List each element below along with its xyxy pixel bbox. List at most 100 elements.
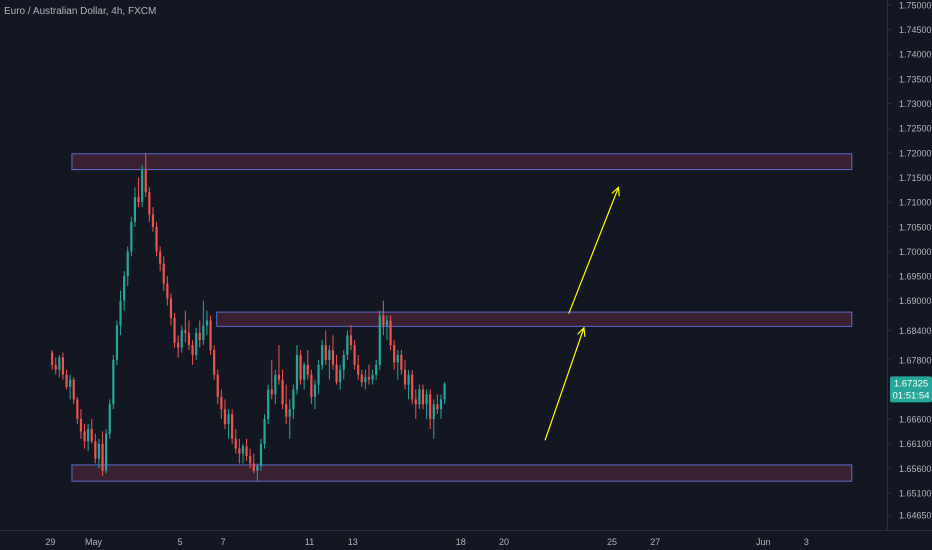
candle-body	[65, 374, 68, 388]
candle-body	[263, 419, 266, 444]
candle-body	[94, 441, 97, 459]
zone-resistance[interactable]	[71, 153, 853, 171]
candle-body	[436, 404, 439, 410]
price-tick-label: 1.71000	[899, 198, 932, 208]
candle-body	[223, 409, 227, 424]
time-tick-label: 11	[305, 537, 314, 547]
candle-body	[292, 389, 295, 410]
price-tick-label: 1.64650	[899, 511, 932, 521]
candle-body	[313, 384, 317, 397]
zone-mid[interactable]	[216, 311, 853, 327]
last-price-label: 1.67325	[894, 378, 928, 389]
candle-body	[321, 345, 324, 365]
price-tick-label: 1.69500	[899, 272, 932, 282]
candle-body	[133, 197, 137, 222]
candle-body	[58, 357, 61, 370]
candle-body	[245, 446, 248, 457]
symbol-title: Euro / Australian Dollar, 4h, FXCM	[4, 6, 156, 17]
candle-body	[342, 354, 345, 370]
candle-body	[288, 409, 291, 417]
candle-body	[331, 350, 335, 365]
arrow-head	[611, 186, 620, 197]
candle-body	[389, 320, 392, 346]
candle-body	[306, 364, 309, 375]
price-tick-label: 1.74500	[899, 25, 932, 35]
candle-body	[303, 364, 306, 380]
time-axis[interactable]: 29 May 5 7 11 13 18 20 25 27 Jun 3	[45, 537, 809, 547]
candle-body	[213, 350, 216, 375]
last-price-badge-background	[890, 376, 932, 403]
candle-body	[439, 399, 443, 410]
candle-body	[54, 364, 57, 370]
candle-body	[375, 364, 378, 375]
candles	[51, 152, 446, 481]
candle-body	[335, 364, 338, 383]
candle-body	[432, 404, 435, 420]
candle-body	[353, 345, 356, 365]
candle-body	[202, 325, 205, 341]
candle-body	[198, 332, 201, 341]
price-tick-label: 1.66600	[899, 415, 932, 425]
candle-body	[180, 330, 183, 348]
candle-body	[357, 364, 360, 375]
candle-body	[187, 332, 191, 346]
candle-body	[274, 374, 277, 395]
candle-body	[238, 448, 241, 454]
candle-body	[209, 320, 212, 351]
candle-body	[76, 399, 79, 420]
candle-body	[256, 465, 259, 471]
candle-body	[195, 332, 198, 355]
price-tick-label: 1.68400	[899, 326, 932, 336]
candle-body	[191, 345, 194, 355]
time-tick-label: 29	[45, 537, 55, 547]
time-tick-label: May	[85, 537, 103, 547]
candle-body	[72, 379, 75, 400]
zones	[71, 153, 853, 482]
price-tick-label: 1.70500	[899, 222, 932, 232]
candle-body	[205, 320, 209, 326]
candle-body	[101, 443, 104, 471]
price-axis[interactable]: 1.75000 1.74500 1.74000 1.73500 1.73000 1.725…	[887, 0, 932, 521]
time-tick-label: 13	[348, 537, 358, 547]
candle-body	[310, 374, 313, 397]
candle-body	[385, 320, 389, 326]
candle-body	[144, 170, 147, 193]
candle-body	[105, 433, 108, 471]
candle-body	[317, 364, 320, 385]
price-tick-label: 1.72500	[899, 124, 932, 134]
candle-body	[90, 428, 93, 442]
candle-body	[141, 170, 144, 203]
candle-body	[184, 330, 187, 333]
candle-body	[87, 428, 90, 442]
candle-body	[367, 377, 371, 380]
candle-body	[241, 446, 245, 454]
arrow-head	[577, 326, 586, 337]
annotation-arrows	[544, 186, 620, 441]
candle-body	[429, 394, 432, 420]
price-tick-label: 1.73500	[899, 74, 932, 84]
candle-body	[421, 389, 425, 405]
candle-body	[328, 350, 331, 360]
candle-body	[162, 263, 165, 284]
price-tick-label: 1.75000	[899, 0, 932, 10]
price-tick-label: 1.70000	[899, 247, 932, 257]
time-tick-label: 27	[650, 537, 660, 547]
candle-body	[418, 389, 421, 405]
candle-body	[173, 318, 176, 343]
time-tick-label: 18	[456, 537, 466, 547]
last-price-badge: 1.67325 01:51:54	[890, 376, 932, 403]
candle-body	[169, 298, 173, 318]
candle-body	[277, 374, 281, 380]
candle-body	[151, 214, 155, 227]
candle-body	[425, 394, 428, 405]
candle-body	[270, 389, 273, 395]
candle-body	[123, 276, 126, 301]
zone-support[interactable]	[71, 464, 853, 482]
price-tick-label: 1.67800	[899, 355, 932, 365]
candle-body	[393, 345, 396, 363]
candle-body	[299, 354, 302, 380]
candle-body	[231, 414, 234, 439]
candle-body	[97, 443, 101, 459]
